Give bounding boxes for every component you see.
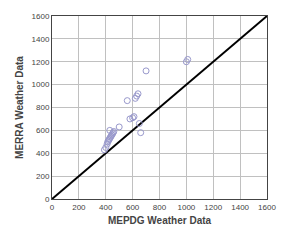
svg-text:400: 400 [36,149,50,158]
svg-text:1200: 1200 [32,58,50,67]
svg-text:600: 600 [126,203,140,212]
svg-text:MEPDG Weather Data: MEPDG Weather Data [108,215,212,226]
svg-text:1000: 1000 [177,203,195,212]
svg-text:200: 200 [36,172,50,181]
svg-text:MERRA Weather Data: MERRA Weather Data [14,56,25,159]
svg-text:400: 400 [99,203,113,212]
svg-text:1600: 1600 [258,203,276,212]
svg-text:800: 800 [153,203,167,212]
svg-text:200: 200 [72,203,86,212]
svg-text:1400: 1400 [32,35,50,44]
svg-text:1600: 1600 [32,12,50,21]
svg-text:1000: 1000 [32,80,50,89]
svg-text:1200: 1200 [204,203,222,212]
svg-text:800: 800 [36,103,50,112]
svg-text:600: 600 [36,126,50,135]
svg-text:0: 0 [50,203,55,212]
svg-text:1400: 1400 [231,203,249,212]
svg-text:0: 0 [45,195,50,204]
